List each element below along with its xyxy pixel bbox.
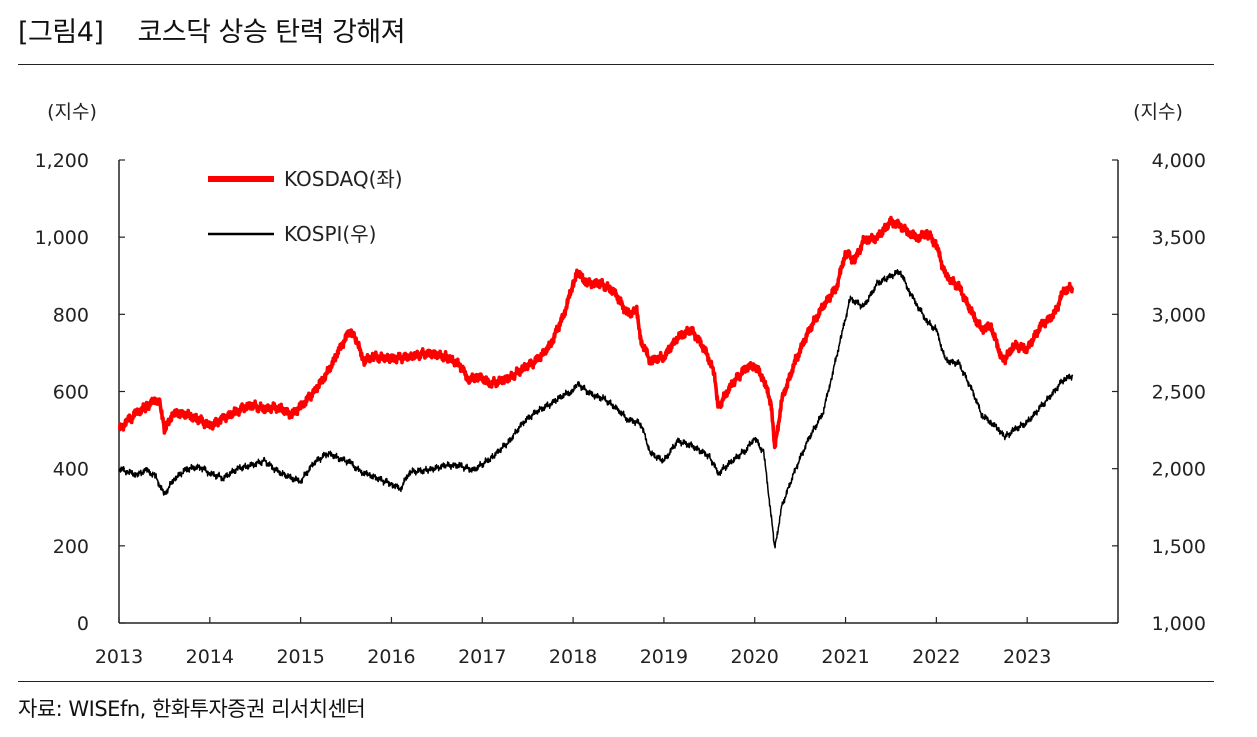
right-axis-unit: (지수) (1133, 101, 1183, 123)
left-tick-label: 0 (77, 613, 89, 635)
legend-label-kosdaq: KOSDAQ(좌) (284, 167, 403, 191)
x-tick-label: 2014 (186, 646, 234, 668)
x-tick-label: 2013 (95, 646, 143, 668)
x-tick-label: 2018 (549, 646, 597, 668)
figure-label: [그림4] (18, 17, 104, 48)
x-tick-label: 2017 (458, 646, 506, 668)
source-divider (18, 681, 1214, 682)
right-tick-label: 2,000 (1152, 459, 1206, 481)
figure-title-text: 코스닥 상승 탄력 강해져 (137, 17, 406, 48)
title-divider (18, 64, 1214, 65)
x-tick-label: 2020 (731, 646, 779, 668)
x-tick-label: 2021 (821, 646, 869, 668)
kosdaq-line (117, 215, 1074, 450)
figure-title: [그림4] 코스닥 상승 탄력 강해져 (18, 10, 406, 49)
legend-label-kospi: KOSPI(우) (284, 222, 376, 246)
right-tick-label: 1,000 (1152, 613, 1206, 635)
x-tick-label: 2019 (640, 646, 688, 668)
chart-lines (117, 215, 1074, 549)
kospi-line (118, 268, 1074, 549)
left-axis-unit: (지수) (47, 101, 97, 123)
x-tick-label: 2015 (276, 646, 324, 668)
left-tick-label: 1,200 (35, 150, 89, 172)
right-tick-label: 3,000 (1152, 304, 1206, 326)
left-tick-label: 1,000 (35, 227, 89, 249)
x-tick-label: 2023 (1003, 646, 1051, 668)
x-tick-label: 2016 (367, 646, 415, 668)
source-note: 자료: WISEfn, 한화투자증권 리서치센터 (18, 697, 366, 721)
right-tick-label: 2,500 (1152, 382, 1206, 404)
left-tick-label: 600 (53, 382, 89, 404)
x-tick-label: 2022 (912, 646, 960, 668)
chart-axes: 0 200 400 600 800 1,000 1,200 1,000 1,500 2,000 2,… (35, 150, 1206, 668)
right-tick-label: 4,000 (1152, 150, 1206, 172)
right-tick-label: 1,500 (1152, 536, 1206, 558)
right-tick-label: 3,500 (1152, 227, 1206, 249)
chart-legend: KOSDAQ(좌) KOSPI(우) (208, 167, 403, 246)
left-tick-label: 200 (53, 536, 89, 558)
left-tick-label: 400 (53, 459, 89, 481)
left-tick-label: 800 (53, 304, 89, 326)
